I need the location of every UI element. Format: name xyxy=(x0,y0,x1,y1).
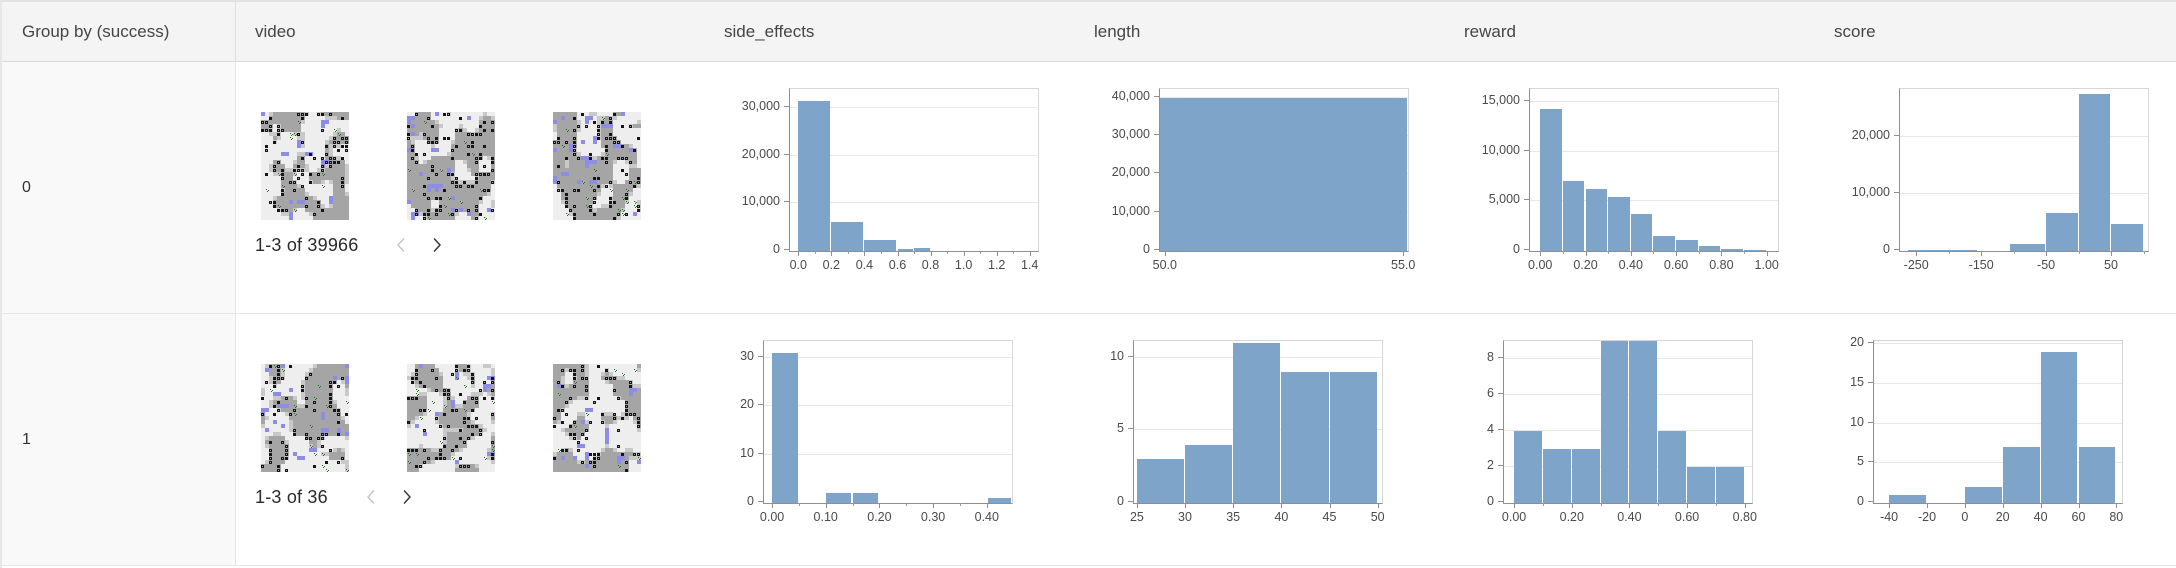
reward-histogram: 0 5,000 10,000 15,000 0.00 0.20 0.40 0.60 0.80 1… xyxy=(1445,88,1815,272)
x-axis: 0.00 0.20 0.40 0.60 0.80 1.00 xyxy=(1528,251,1779,283)
column-header-label: score xyxy=(1834,21,1876,41)
video-thumbnail[interactable] xyxy=(261,112,349,220)
video-thumbnail-strip xyxy=(236,112,705,220)
video-cell: 1-3 of 39966 xyxy=(236,62,705,314)
plot-area xyxy=(1899,88,2149,252)
length-histogram: 0 5 10 25 30 35 40 45 50 xyxy=(1075,340,1445,524)
side-effects-histogram: 0 10 20 30 0.00 0.10 0.20 0.30 0.40 xyxy=(705,340,1075,524)
plot-area xyxy=(1529,88,1779,252)
plot-area xyxy=(763,340,1013,504)
score-histogram: 0 5 10 15 20 -40 -20 0 20 40 60 80 xyxy=(1815,335,2176,524)
chevron-left-icon[interactable] xyxy=(390,234,412,256)
pagination: 1-3 of 39966 xyxy=(236,232,705,258)
chevron-left-icon[interactable] xyxy=(360,486,382,508)
video-thumbnail-strip xyxy=(236,364,705,472)
column-header-side-effects[interactable]: side_effects xyxy=(705,2,1075,62)
group-value: 1 xyxy=(22,430,31,448)
y-axis: 0 10,000 20,000 30,000 40,000 xyxy=(1075,88,1159,256)
histogram-cell-reward: 0 5,000 10,000 15,000 0.00 0.20 0.40 0.60 0.80 1… xyxy=(1445,62,1815,314)
video-thumbnail[interactable] xyxy=(553,112,641,220)
plot-area xyxy=(1133,340,1383,504)
chevron-right-icon[interactable] xyxy=(426,234,448,256)
plot-area xyxy=(1503,340,1753,504)
x-axis: -40 -20 0 20 40 60 80 xyxy=(1874,503,2123,535)
pagination-label: 1-3 of 39966 xyxy=(255,234,359,255)
group-value-cell: 1 xyxy=(2,314,236,566)
y-axis: 0 5 10 xyxy=(1075,340,1133,508)
y-axis: 0 10 20 30 xyxy=(705,340,763,508)
length-histogram: 0 10,000 20,000 30,000 40,000 50.0 55.0 xyxy=(1075,88,1445,272)
pagination-label: 1-3 of 36 xyxy=(255,486,328,507)
x-axis: 0.00 0.10 0.20 0.30 0.40 xyxy=(760,503,1012,535)
video-cell: 1-3 of 36 xyxy=(236,314,705,566)
y-axis: 0 10,000 20,000 30,000 xyxy=(705,88,789,256)
plot-area xyxy=(1159,88,1409,252)
chevron-right-icon[interactable] xyxy=(396,486,418,508)
video-thumbnail[interactable] xyxy=(261,364,349,472)
x-axis: 25 30 35 40 45 50 xyxy=(1130,503,1385,535)
histogram-cell-side-effects: 0 10,000 20,000 30,000 0.0 0.2 0.4 0.6 0.8 1.0 1.… xyxy=(705,62,1075,314)
y-axis: 0 5 10 15 20 xyxy=(1815,335,1873,508)
score-histogram: 0 10,000 20,000 -250 -150 -50 50 xyxy=(1815,88,2176,272)
column-header-label: Group by (success) xyxy=(22,21,170,41)
column-header-reward[interactable]: reward xyxy=(1445,2,1815,62)
column-header-label: side_effects xyxy=(724,21,815,41)
video-thumbnail[interactable] xyxy=(407,364,495,472)
histogram-cell-score: 0 10,000 20,000 -250 -150 -50 50 xyxy=(1815,62,2176,314)
column-header-label: length xyxy=(1094,21,1141,41)
x-axis: 50.0 55.0 xyxy=(1153,251,1415,283)
video-thumbnail[interactable] xyxy=(407,112,495,220)
x-axis: 0.0 0.2 0.4 0.6 0.8 1.0 1.2 1.4 xyxy=(790,251,1038,283)
side-effects-histogram: 0 10,000 20,000 30,000 0.0 0.2 0.4 0.6 0.8 1.0 1.… xyxy=(705,88,1075,272)
column-header-label: video xyxy=(255,21,296,41)
x-axis: 0.00 0.20 0.40 0.60 0.80 xyxy=(1502,503,1757,535)
x-axis: -250 -150 -50 50 xyxy=(1900,251,2148,283)
column-header-score[interactable]: score xyxy=(1815,2,2176,62)
plot-area xyxy=(1873,340,2123,504)
y-axis: 0 5,000 10,000 15,000 xyxy=(1445,88,1529,256)
video-thumbnail[interactable] xyxy=(553,364,641,472)
column-header-length[interactable]: length xyxy=(1075,2,1445,62)
pagination: 1-3 of 36 xyxy=(236,484,705,510)
histogram-cell-length: 0 10,000 20,000 30,000 40,000 50.0 55.0 xyxy=(1075,62,1445,314)
plot-area xyxy=(789,88,1039,252)
histogram-cell-length: 0 5 10 25 30 35 40 45 50 xyxy=(1075,314,1445,566)
column-header-label: reward xyxy=(1464,21,1516,41)
group-value: 0 xyxy=(22,178,31,196)
histogram-cell-score: 0 5 10 15 20 -40 -20 0 20 40 60 80 xyxy=(1815,314,2176,566)
column-header-video[interactable]: video xyxy=(236,2,705,62)
column-header-group[interactable]: Group by (success) xyxy=(2,2,236,62)
group-value-cell: 0 xyxy=(2,62,236,314)
y-axis: 0 10,000 20,000 xyxy=(1815,88,1899,256)
histogram-cell-side-effects: 0 10 20 30 0.00 0.10 0.20 0.30 0.40 xyxy=(705,314,1075,566)
